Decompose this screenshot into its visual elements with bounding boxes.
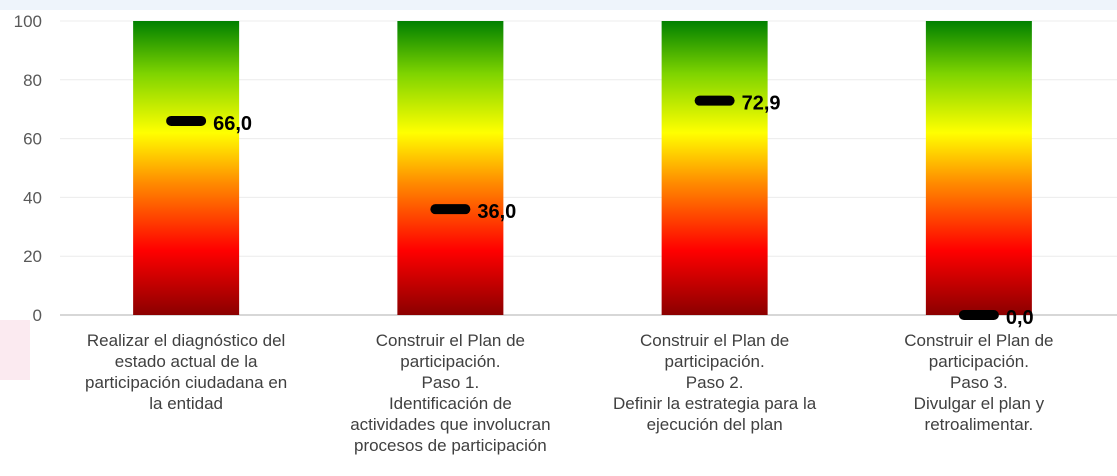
gauge-bar xyxy=(661,21,768,315)
gauge-bar xyxy=(133,21,240,315)
x-tick-label: Construir el Plan de participación. Paso… xyxy=(350,331,551,455)
data-label: 66,0 xyxy=(213,113,252,135)
y-tick-label: 40 xyxy=(23,188,42,207)
gauge-bar xyxy=(925,21,1032,315)
x-tick-label: Realizar el diagnóstico del estado actua… xyxy=(84,331,288,413)
y-tick-label: 0 xyxy=(33,306,42,325)
value-marker xyxy=(430,204,471,215)
data-label: 72,9 xyxy=(742,93,781,115)
data-label: 0,0 xyxy=(1006,307,1034,329)
value-marker xyxy=(166,115,207,126)
x-tick-label: Construir el Plan de participación. Paso… xyxy=(613,331,817,434)
value-marker xyxy=(694,95,735,106)
y-tick-label: 20 xyxy=(23,247,42,266)
y-tick-label: 100 xyxy=(14,12,42,31)
value-marker xyxy=(958,310,999,320)
data-label: 36,0 xyxy=(477,201,516,223)
x-tick-label: Construir el Plan de participación. Paso… xyxy=(904,331,1054,434)
gauge-bar xyxy=(397,21,504,315)
y-tick-label: 80 xyxy=(23,71,42,90)
y-tick-label: 60 xyxy=(23,130,42,149)
